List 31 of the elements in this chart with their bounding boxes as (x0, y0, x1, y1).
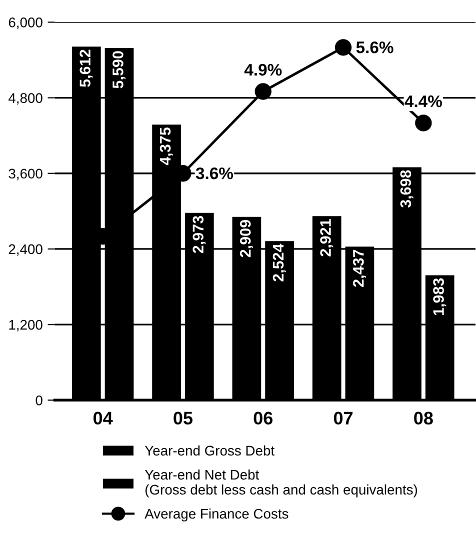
x-tick-label: 04 (94, 412, 113, 425)
y-tick-label: 0 (36, 395, 42, 406)
data-label: 2,973 (192, 216, 206, 254)
data-label: 2,524 (272, 244, 286, 282)
legend-label: Year-end Gross Debt (144, 445, 274, 456)
data-label: 4.4% (404, 95, 442, 108)
data-label: 2,909 (240, 220, 254, 258)
data-label: 3,698 (400, 170, 414, 208)
data-label: 3.6% (196, 167, 234, 180)
data-label: 1,983 (433, 278, 446, 316)
y-tick-label: 4,800 (8, 93, 42, 105)
data-label: 2,921 (320, 219, 334, 256)
y-tick-label: 6,000 (8, 18, 42, 30)
x-tick-label: 05 (174, 412, 193, 425)
data-label: 2,437 (352, 250, 366, 287)
data-label: 4,375 (160, 128, 173, 166)
data-label: 4.9% (244, 64, 282, 76)
legend-label: Year-end Net Debt (Gross debt less cash and cash equivalents) (144, 469, 418, 498)
y-tick-label: 3,600 (8, 168, 42, 180)
point (334, 39, 352, 56)
x-tick-label: 08 (414, 412, 433, 425)
point (254, 83, 272, 100)
y-tick-label: 1,200 (9, 320, 42, 332)
data-label: 5.6% (356, 41, 394, 54)
data-label: 5,590 (112, 51, 126, 88)
x-tick-label: 07 (334, 412, 353, 425)
data-label: 5,612 (80, 50, 93, 87)
point (415, 114, 432, 132)
y-tick-label: 2,400 (8, 244, 42, 256)
legend-label: Average Finance Costs (144, 508, 288, 522)
x-tick-label: 06 (254, 412, 273, 425)
